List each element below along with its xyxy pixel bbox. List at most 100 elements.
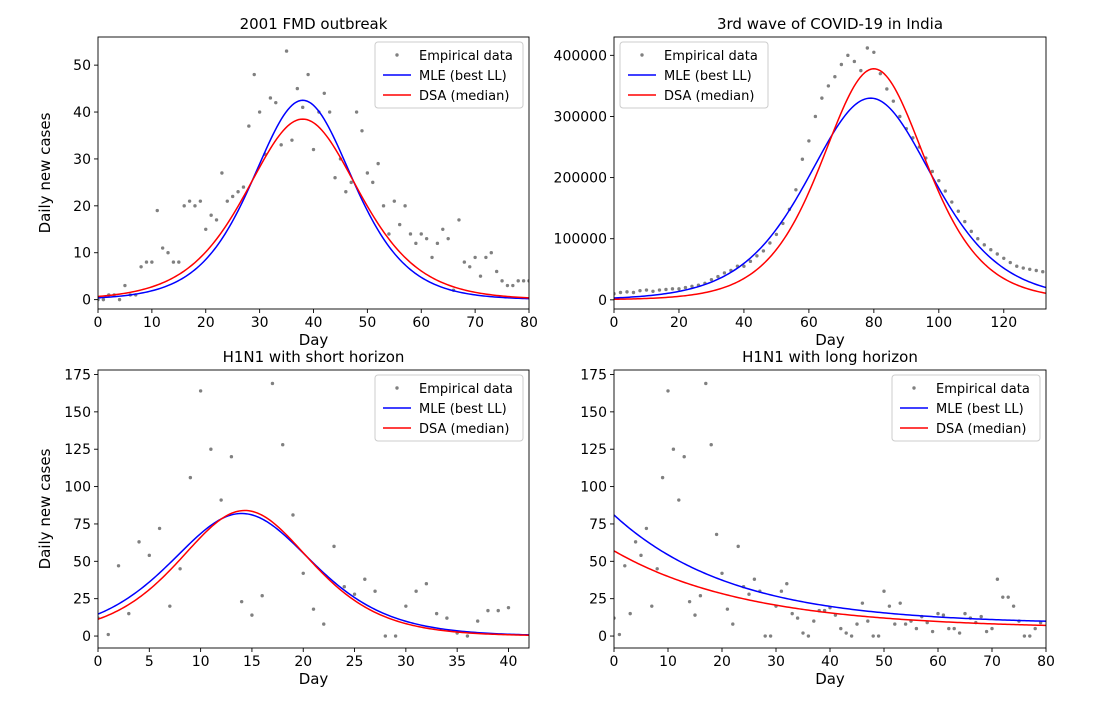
empirical-data-point (239, 599, 244, 604)
empirical-data-point (403, 204, 407, 208)
empirical-data-point (795, 616, 800, 620)
empirical-data-point (123, 283, 127, 288)
empirical-data-point (342, 585, 346, 589)
legend-box (374, 41, 524, 109)
y-tick-label: 40 (73, 105, 91, 121)
empirical-data-point (311, 607, 316, 611)
empirical-data-point (736, 544, 740, 549)
empirical-data-point (475, 619, 480, 623)
y-tick-label: 125 (64, 442, 91, 458)
y-tick-label: 20 (73, 199, 91, 215)
empirical-data-point (281, 443, 285, 447)
legend-label: DSA (median) (419, 422, 509, 437)
empirical-data-point (638, 288, 642, 293)
empirical-data-point (229, 454, 234, 459)
empirical-data-point (893, 622, 897, 626)
empirical-data-point (813, 114, 818, 119)
x-axis-label: Day (299, 331, 329, 349)
panel-fmd-outbreak: 2001 FMD outbreak 0 10 20 30 40 50 60 70 80 0 10 20 3… (36, 15, 538, 349)
empirical-data-point (687, 599, 692, 604)
empirical-data-point (101, 297, 106, 302)
y-tick-label: 150 (64, 405, 91, 421)
x-axis-label: Day (299, 670, 329, 688)
empirical-data-point (660, 475, 665, 480)
empirical-data-point (779, 589, 784, 593)
y-tick-label: 30 (73, 152, 91, 168)
legend-label: DSA (median) (664, 89, 754, 104)
empirical-data-point (230, 194, 235, 199)
empirical-data-point (496, 608, 500, 613)
empirical-data-point (1008, 260, 1012, 265)
empirical-data-point (709, 277, 714, 282)
empirical-data-point (747, 592, 751, 596)
empirical-data-point (414, 241, 418, 246)
empirical-data-point (812, 619, 816, 623)
empirical-data-point (860, 601, 865, 605)
empirical-data-point (322, 91, 326, 95)
empirical-data-point (332, 544, 336, 549)
empirical-data-point (241, 185, 246, 189)
empirical-data-point (839, 62, 844, 67)
empirical-data-point (1028, 267, 1032, 271)
empirical-data-point (414, 589, 418, 593)
empirical-data-point (511, 283, 515, 288)
legend-box (891, 374, 1041, 442)
x-tick-label: 120 (990, 315, 1017, 331)
empirical-data-point (188, 475, 193, 480)
empirical-data-point (150, 260, 154, 264)
y-tick-label: 50 (73, 58, 91, 74)
empirical-data-point (878, 71, 883, 76)
empirical-data-point (876, 634, 881, 638)
empirical-data-point (914, 626, 919, 631)
empirical-data-point (489, 251, 493, 255)
empirical-data-point (714, 532, 719, 537)
empirical-data-point (885, 87, 889, 91)
empirical-data-point (903, 622, 908, 626)
x-tick-label: 5 (145, 654, 154, 670)
empirical-data-point (214, 218, 219, 222)
empirical-data-point (859, 68, 863, 73)
y-axis-label: Daily new cases (36, 112, 54, 233)
empirical-data-point (127, 611, 131, 616)
plot-data (614, 381, 1046, 638)
empirical-data-point (473, 255, 477, 260)
empirical-data-point (969, 229, 973, 234)
empirical-data-point (166, 251, 170, 255)
x-tick-label: 20 (294, 654, 312, 670)
empirical-data-point (963, 219, 967, 224)
y-tick-label: 10 (73, 246, 91, 262)
mle-curve (98, 512, 529, 636)
chart-title: 2001 FMD outbreak (240, 15, 388, 33)
empirical-data-point (943, 189, 948, 193)
empirical-data-point (1022, 634, 1027, 638)
x-tick-label: 0 (610, 315, 619, 331)
empirical-data-point (801, 631, 805, 635)
empirical-data-point (284, 49, 289, 53)
empirical-data-point (957, 631, 962, 635)
empirical-data-point (1034, 268, 1038, 273)
empirical-data-point (160, 246, 165, 250)
empirical-data-point (1001, 595, 1005, 599)
legend-label: MLE (best LL) (664, 69, 752, 84)
empirical-data-point (478, 274, 483, 278)
empirical-data-point (182, 204, 186, 208)
empirical-data-point (887, 604, 892, 608)
legend-label: Empirical data (936, 382, 1030, 397)
empirical-data-point (1028, 634, 1032, 638)
empirical-data-point (137, 540, 141, 544)
empirical-data-point (826, 84, 831, 88)
x-tick-label: 80 (520, 315, 538, 331)
x-tick-label: 70 (983, 654, 1001, 670)
empirical-data-point (891, 99, 896, 103)
chart-title: 3rd wave of COVID-19 in India (717, 15, 943, 33)
empirical-data-point (430, 255, 434, 260)
empirical-data-point (872, 50, 876, 54)
empirical-data-point (979, 614, 983, 619)
empirical-data-point (408, 232, 413, 236)
empirical-data-point (198, 199, 203, 203)
empirical-data-point (806, 634, 811, 638)
empirical-data-point (704, 381, 708, 386)
empirical-data-point (250, 613, 254, 617)
x-tick-label: 30 (397, 654, 415, 670)
empirical-data-point (155, 208, 159, 213)
